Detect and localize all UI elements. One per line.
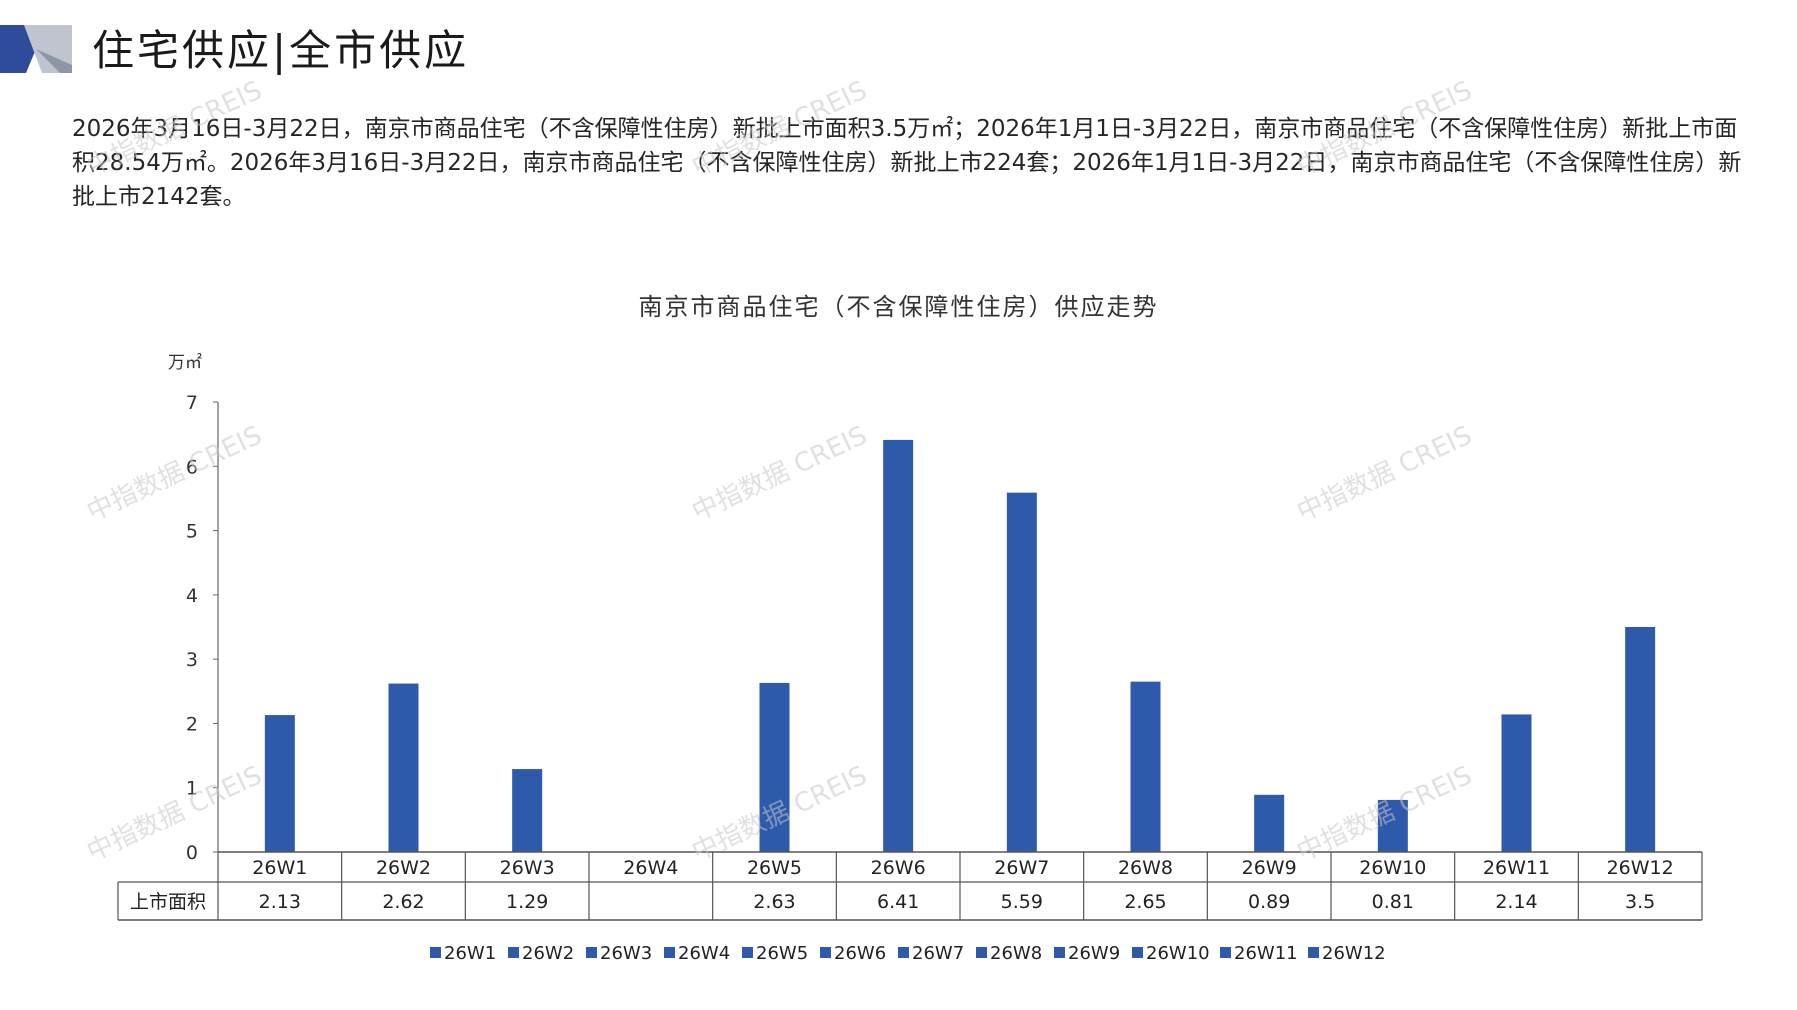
x-tick-label: 26W8 (1118, 857, 1173, 879)
x-tick-label: 26W6 (871, 857, 926, 879)
legend-swatch (430, 947, 441, 958)
legend-label: 26W7 (912, 943, 964, 964)
bar (883, 439, 914, 852)
data-label: 2.14 (1495, 891, 1537, 913)
bar (1501, 714, 1532, 852)
data-label: 0.89 (1248, 891, 1290, 913)
x-tick-label: 26W9 (1242, 857, 1297, 879)
y-tick-label: 2 (186, 713, 198, 735)
legend-swatch (664, 947, 675, 958)
legend-swatch (1308, 947, 1319, 958)
table-series-label: 上市面积 (130, 891, 206, 913)
legend-label: 26W4 (678, 943, 730, 964)
bar (1625, 627, 1656, 852)
y-tick-label: 3 (186, 649, 198, 671)
x-tick-label: 26W1 (252, 857, 307, 879)
legend-swatch (586, 947, 597, 958)
bar (512, 769, 543, 852)
summary-paragraph: 2026年3月16日-3月22日，南京市商品住宅（不含保障性住房）新批上市面积3… (72, 112, 1742, 214)
bar (759, 682, 790, 852)
bar-chart: 万㎡ 0 1 2 3 4 5 6 7 26W1 26W2 26W3 26W4 26W5 26W6 26W7 26… (117, 353, 1703, 964)
data-label: 5.59 (1001, 891, 1043, 913)
legend-swatch (1054, 947, 1065, 958)
data-label: 2.62 (382, 891, 424, 913)
x-tick-label: 26W5 (747, 857, 802, 879)
summary-text: 2026年3月16日-3月22日，南京市商品住宅（不含保障性住房）新批上市面积3… (72, 116, 1742, 210)
legend-label: 26W10 (1146, 943, 1210, 964)
bar (1377, 799, 1408, 852)
bar (1006, 492, 1037, 852)
legend-label: 26W2 (522, 943, 574, 964)
legend-swatch (742, 947, 753, 958)
x-tick-label: 26W11 (1483, 857, 1550, 879)
x-tick-label: 26W7 (994, 857, 1049, 879)
x-tick-label: 26W10 (1359, 857, 1426, 879)
x-tick-label: 26W12 (1607, 857, 1674, 879)
y-tick-label: 6 (186, 456, 198, 478)
x-tick-label: 26W3 (500, 857, 555, 879)
y-tick-label: 7 (186, 392, 198, 414)
legend-swatch (1132, 947, 1143, 958)
x-tick-label: 26W4 (623, 857, 678, 879)
data-label: 0.81 (1372, 891, 1414, 913)
bar (1130, 681, 1161, 852)
legend-label: 26W11 (1234, 943, 1298, 964)
legend-swatch (898, 947, 909, 958)
bar (264, 715, 295, 852)
legend-label: 26W6 (834, 943, 886, 964)
legend-swatch (976, 947, 987, 958)
data-label: 2.65 (1124, 891, 1166, 913)
data-label: 3.5 (1625, 891, 1655, 913)
data-label: 2.63 (753, 891, 795, 913)
y-tick-label: 0 (186, 842, 198, 864)
legend-swatch (820, 947, 831, 958)
y-axis-unit: 万㎡ (168, 353, 202, 373)
data-label: 6.41 (877, 891, 919, 913)
legend-label: 26W3 (600, 943, 652, 964)
bar (388, 683, 419, 852)
chart-title: 南京市商品住宅（不含保障性住房）供应走势 (638, 293, 1159, 321)
legend-label: 26W5 (756, 943, 808, 964)
legend-label: 26W12 (1322, 943, 1386, 964)
x-tick-label: 26W2 (376, 857, 431, 879)
y-tick-label: 1 (186, 778, 198, 800)
legend-label: 26W9 (1068, 943, 1120, 964)
page-title: 住宅供应|全市供应 (92, 26, 470, 75)
data-label: 2.13 (259, 891, 301, 913)
y-tick-label: 4 (186, 585, 198, 607)
legend-label: 26W8 (990, 943, 1042, 964)
bar (1254, 794, 1285, 852)
legend-swatch (508, 947, 519, 958)
y-tick-label: 5 (186, 521, 198, 543)
data-label: 1.29 (506, 891, 548, 913)
title-decoration (0, 25, 72, 73)
legend-swatch (1220, 947, 1231, 958)
legend-label: 26W1 (444, 943, 496, 964)
